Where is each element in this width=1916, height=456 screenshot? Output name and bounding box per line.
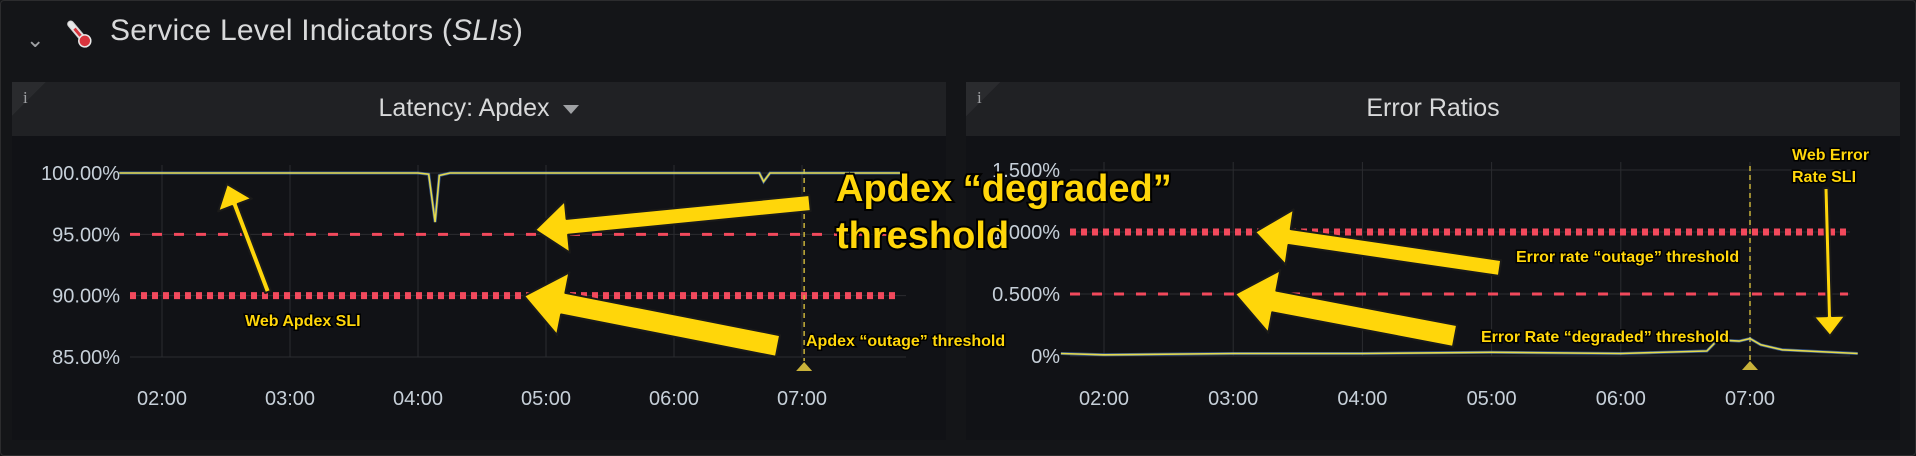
chevron-down-icon[interactable]: ⌄ (26, 27, 45, 52)
y-tick-label: 1.500% (992, 160, 1060, 182)
arrow-web-apdex-sli (217, 183, 272, 295)
arrow-error-degraded (1234, 269, 1459, 348)
row-title: Service Level Indicators (SLIs) (110, 14, 524, 47)
x-tick-label: 05:00 (1467, 388, 1517, 410)
label-web-apdex-sli: Web Apdex SLI (245, 313, 361, 330)
label-error-outage: Error rate “outage” threshold (1516, 249, 1739, 266)
chart-latency-apdex: 100.00% 95.00% 90.00% 85.00% 02:00 03:00 04:00… (41, 163, 909, 410)
info-corner[interactable]: i (12, 82, 46, 116)
x-tick-label: 03:00 (1208, 388, 1258, 410)
info-icon[interactable]: i (23, 88, 28, 107)
y-tick-label: 0.500% (992, 284, 1060, 306)
x-tick-label: 02:00 (137, 388, 187, 410)
x-tick-label: 03:00 (265, 388, 315, 410)
x-tick-label: 04:00 (1337, 388, 1387, 410)
panel-header[interactable]: i Latency: Apdex (12, 82, 946, 136)
panel-title[interactable]: Latency: Apdex (12, 94, 946, 123)
arrow-apdex-degraded (534, 194, 812, 254)
x-tick-label: 02:00 (1079, 388, 1129, 410)
y-tick-label: 85.00% (52, 347, 120, 369)
row-header[interactable]: ⌄ Service Level Indicators (SLIs) (0, 0, 1916, 70)
arrow-web-error-sli (1812, 186, 1847, 337)
chart-error-ratios: 1.500% 1.000% 0.500% 0% 02:00 03:00 04:00 05:00… (992, 160, 1858, 410)
annotation-layer: Apdex “degraded” threshold Web Apdex SLI Ap… (217, 146, 1871, 358)
label-error-degraded: Error Rate “degraded” threshold (1481, 329, 1729, 346)
x-tick-label: 06:00 (1596, 388, 1646, 410)
info-corner[interactable]: i (966, 82, 1000, 116)
label-apdex-outage: Apdex “outage” threshold (806, 333, 1005, 350)
x-tick-label: 06:00 (649, 388, 699, 410)
x-tick-label: 04:00 (393, 388, 443, 410)
y-tick-label: 0% (1031, 346, 1060, 368)
label-web-error-sli-line2: Rate SLI (1792, 169, 1856, 186)
info-icon[interactable]: i (977, 88, 982, 107)
arrow-error-outage (1254, 208, 1503, 277)
y-tick-label: 90.00% (52, 286, 120, 308)
x-tick-label: 07:00 (1725, 388, 1775, 410)
y-tick-label: 1.000% (992, 222, 1060, 244)
annotation-marker-triangle (796, 362, 813, 371)
panel-title[interactable]: Error Ratios (1366, 94, 1500, 122)
thermometer-icon (67, 20, 92, 48)
label-apdex-degraded-line1: Apdex “degraded” (836, 168, 1172, 210)
label-apdex-degraded-line2: threshold (836, 215, 1009, 257)
y-tick-label: 100.00% (41, 163, 120, 185)
caret-down-icon[interactable] (563, 104, 580, 114)
x-tick-label: 05:00 (521, 388, 571, 410)
label-web-error-sli-line1: Web Error (1792, 147, 1869, 164)
arrow-apdex-outage (523, 271, 782, 358)
y-tick-label: 95.00% (52, 224, 120, 246)
series-line (1060, 337, 1858, 356)
annotation-marker-triangle (1742, 361, 1758, 370)
panel-latency-apdex: i Latency: Apdex (12, 82, 946, 440)
x-tick-label: 07:00 (777, 388, 827, 410)
series-line (119, 172, 909, 223)
panel-header[interactable]: i Error Ratios (966, 82, 1900, 136)
